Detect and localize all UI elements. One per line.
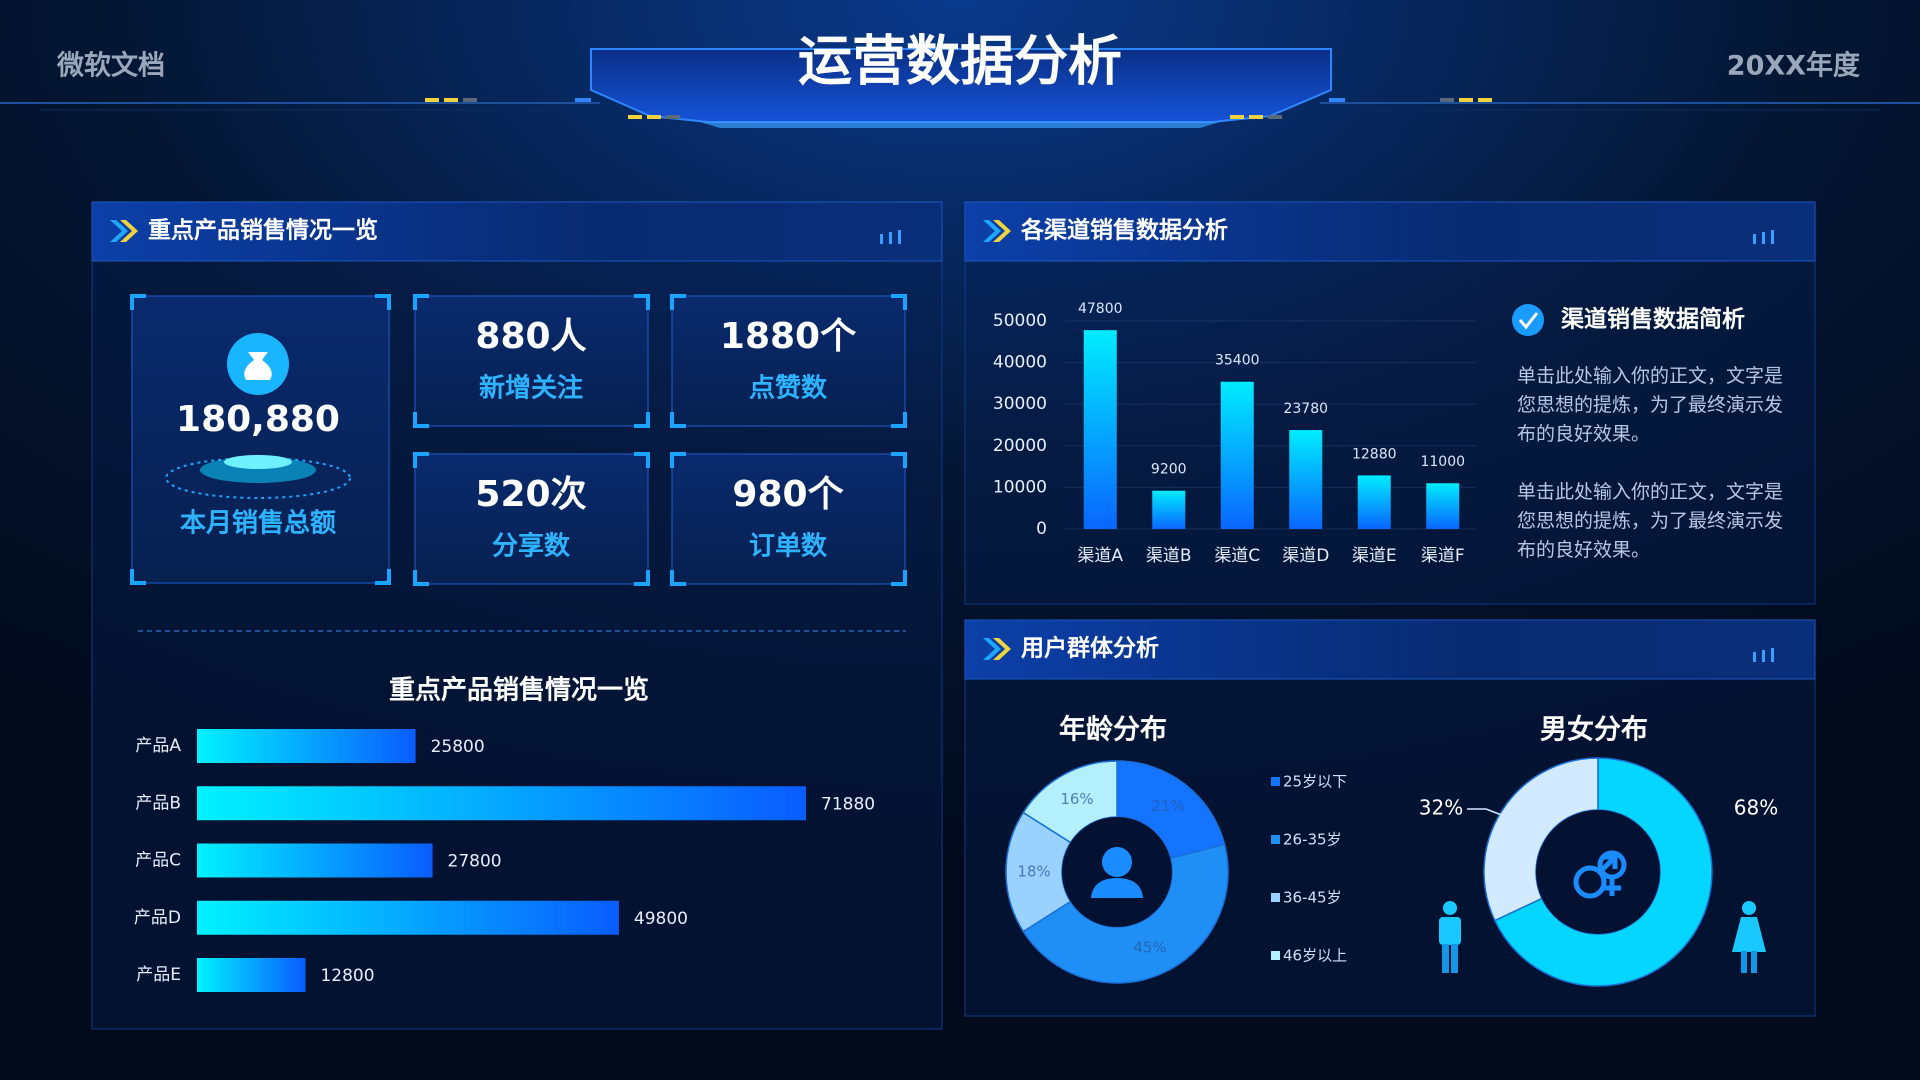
bar <box>1289 430 1323 529</box>
legend-swatch <box>1271 777 1280 786</box>
legend-label: 26-35岁 <box>1283 831 1342 849</box>
bar <box>1220 381 1254 529</box>
card-corners <box>670 294 907 428</box>
header-decoration <box>0 48 1920 128</box>
stat-value: 880人 <box>475 316 586 357</box>
stat-label: 新增关注 <box>479 373 583 404</box>
stat-card <box>414 295 649 427</box>
note-text: 单击此处输入你的正文，文字是您思想的提炼，为了最终演示发布的良好效果。 <box>1517 481 1784 561</box>
legend-swatch <box>1271 951 1280 960</box>
y-tick-label: 20000 <box>993 436 1047 456</box>
x-tick-label: 渠道B <box>1146 546 1192 566</box>
notes: 单击此处输入你的正文，文字是您思想的提炼，为了最终演示发布的良好效果。 单击此处… <box>1517 362 1791 594</box>
legend-label: 46岁以上 <box>1283 947 1347 965</box>
legend-swatch <box>1271 835 1280 844</box>
data-label: 35400 <box>1215 353 1260 369</box>
bar <box>197 958 306 992</box>
stat-card <box>671 453 906 585</box>
y-tick-label: 30000 <box>993 394 1047 414</box>
x-tick-label: 渠道C <box>1214 546 1260 566</box>
y-tick-label: 0 <box>1036 519 1047 539</box>
chart-title: 年龄分布 <box>1059 714 1167 746</box>
chart-title: 男女分布 <box>1540 714 1648 746</box>
card-corners <box>413 294 650 428</box>
y-tick-label: 40000 <box>993 353 1047 373</box>
data-label: 9200 <box>1151 462 1187 478</box>
y-tick-label: 产品C <box>135 851 181 871</box>
note-title: 渠道销售数据简析 <box>1561 306 1745 333</box>
bar <box>197 843 433 878</box>
page-title: 运营数据分析 <box>798 30 1122 93</box>
note-text: 单击此处输入你的正文，文字是您思想的提炼，为了最终演示发布的良好效果。 <box>1517 365 1784 445</box>
data-label: 11000 <box>1420 454 1465 470</box>
y-tick-label: 产品A <box>135 736 181 756</box>
x-tick-label: 渠道A <box>1077 546 1123 566</box>
panel-title: 用户群体分析 <box>1021 635 1159 662</box>
data-label: 25800 <box>431 737 485 757</box>
money-bag <box>244 352 272 380</box>
card-corners <box>413 452 650 586</box>
data-label: 12880 <box>1352 446 1397 462</box>
stat-value: 980个 <box>732 474 843 515</box>
icons <box>1091 847 1766 973</box>
stat-value: 180,880 <box>176 399 340 440</box>
stat-label: 分享数 <box>492 531 571 562</box>
data-label: 68% <box>1734 796 1778 820</box>
header-right: 20XX年度 <box>1727 50 1860 82</box>
bar <box>197 900 619 935</box>
y-tick-label: 50000 <box>993 311 1047 331</box>
data-label: 12800 <box>320 966 374 986</box>
legend-label: 25岁以下 <box>1283 773 1347 791</box>
bar <box>1426 483 1460 529</box>
y-tick-label: 产品B <box>135 793 181 813</box>
card-corners <box>130 294 391 585</box>
data-label: 47800 <box>1078 301 1123 317</box>
bar <box>197 729 416 763</box>
chart-title: 重点产品销售情况一览 <box>389 675 649 706</box>
panel-title: 重点产品销售情况一览 <box>148 217 378 244</box>
data-label: 32% <box>1419 796 1463 820</box>
legend-label: 36-45岁 <box>1283 889 1342 907</box>
data-label: 45% <box>1133 939 1166 957</box>
stat-label: 本月销售总额 <box>180 508 336 539</box>
x-tick-label: 渠道F <box>1421 546 1465 566</box>
card-corners <box>670 452 907 586</box>
bar <box>1152 490 1186 529</box>
y-tick-label: 产品E <box>136 965 181 985</box>
panel-title: 各渠道销售数据分析 <box>1020 217 1228 244</box>
stat-card <box>414 453 649 585</box>
stat-label: 点赞数 <box>749 373 828 404</box>
data-label: 71880 <box>821 794 875 814</box>
data-label: 27800 <box>448 852 502 872</box>
x-tick-label: 渠道D <box>1282 546 1329 566</box>
y-tick-label: 产品D <box>134 908 181 928</box>
stat-label: 订单数 <box>749 532 828 562</box>
bar <box>1083 330 1117 529</box>
data-label: 16% <box>1060 790 1093 808</box>
data-label: 21% <box>1151 797 1184 815</box>
podium-ring <box>165 457 351 499</box>
header-left: 微软文档 <box>56 50 165 82</box>
data-label: 23780 <box>1283 401 1328 417</box>
leader-line <box>1467 808 1521 823</box>
podium-top <box>224 455 292 469</box>
bar <box>1357 475 1391 529</box>
bar <box>197 786 806 821</box>
data-label: 18% <box>1017 863 1050 881</box>
data-label: 49800 <box>634 909 688 929</box>
stat-card <box>671 295 906 427</box>
stat-value: 520次 <box>475 474 586 515</box>
y-tick-label: 10000 <box>993 477 1047 497</box>
legend-swatch <box>1271 893 1280 902</box>
stat-value: 1880个 <box>720 316 856 357</box>
x-tick-label: 渠道E <box>1352 546 1397 566</box>
